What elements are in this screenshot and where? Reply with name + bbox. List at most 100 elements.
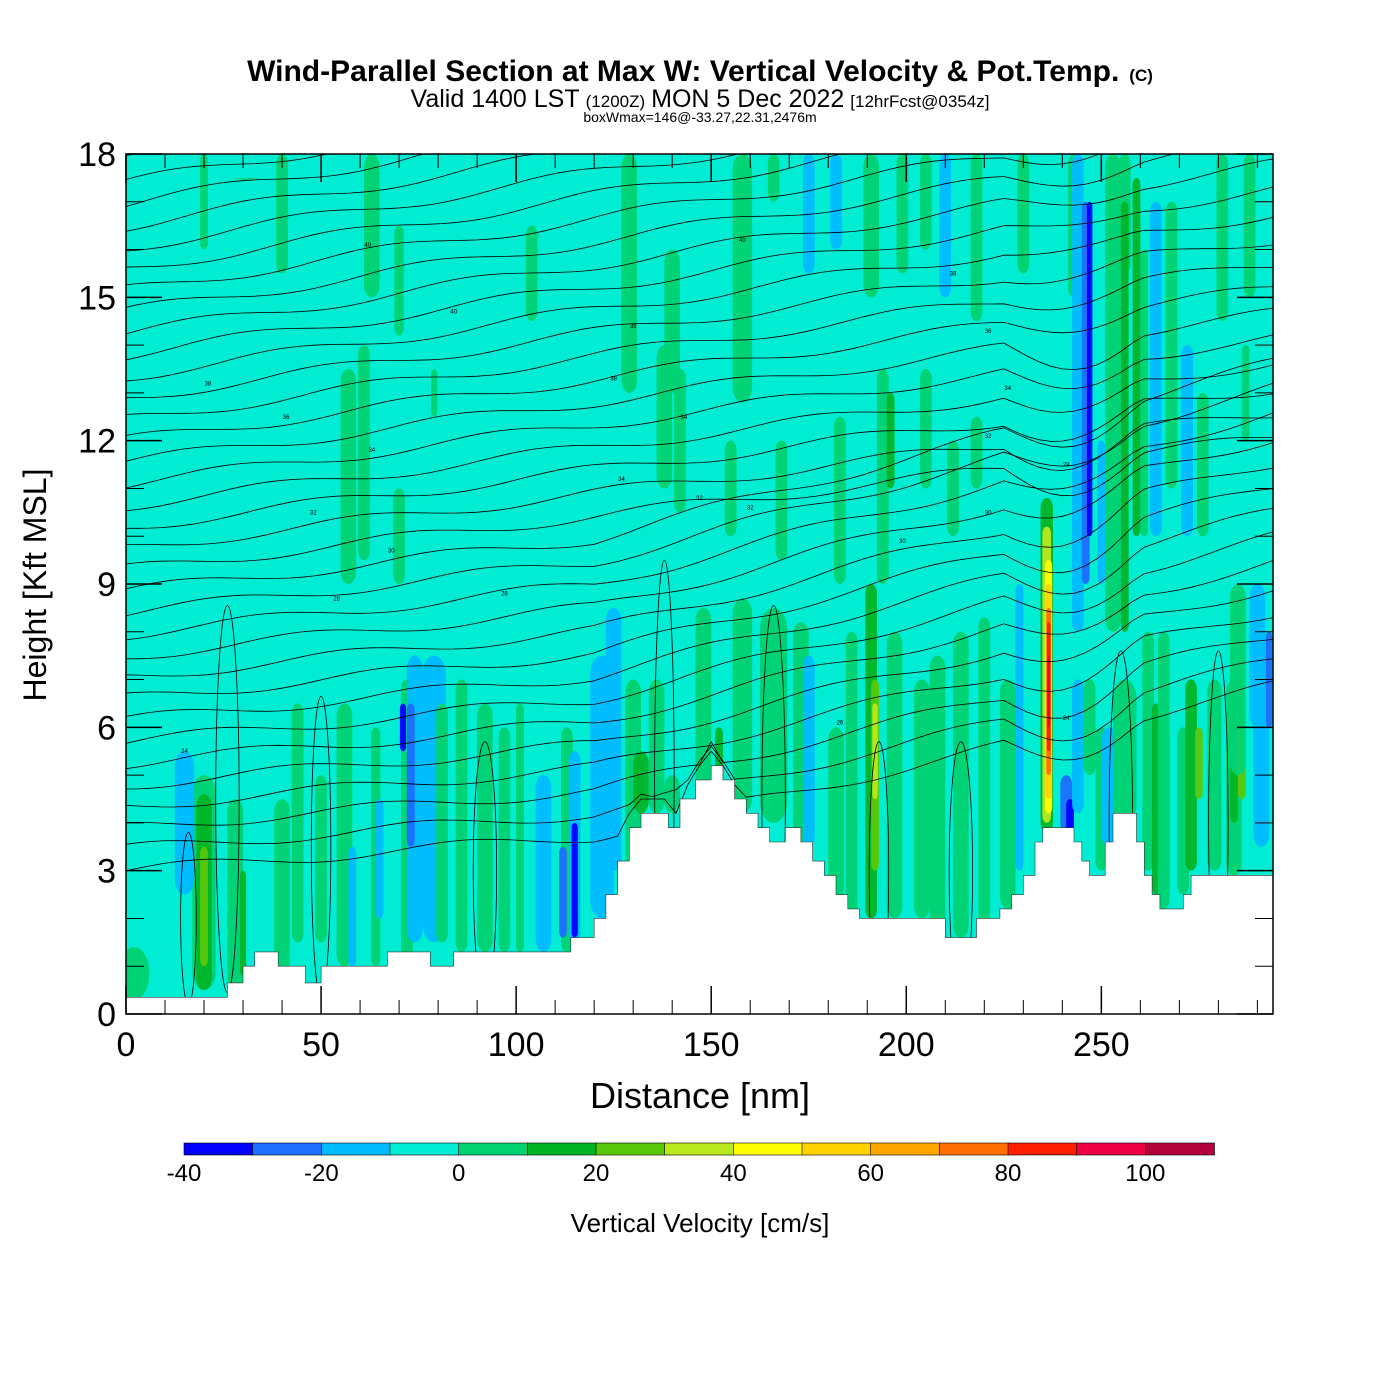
colorbar-swatch [801,1142,872,1156]
x-tick-label: 50 [302,1026,340,1064]
velocity-cell [239,870,247,976]
theta-label: 36 [985,329,992,335]
plot-area: 40 40 40 38 38 38 38 36 36 34 34 34 34 32 32 32 32 30 30 30… [126,154,1273,1014]
colorbar-swatch [664,1142,735,1156]
velocity-cell [1207,679,1222,871]
theta-contour [126,658,1273,845]
theta-label: 40 [739,238,746,244]
theta-contour [126,158,1273,335]
velocity-cell [775,440,788,561]
colorbar-swatch [870,1142,941,1156]
velocity-cell [1086,201,1093,537]
velocity-cell [953,631,969,938]
theta-contour [126,244,1273,399]
velocity-cell [1142,631,1155,871]
theta-label: 28 [501,592,508,598]
theta-label: 38 [950,271,957,277]
theta-contour [126,531,1273,744]
velocity-cell [863,154,879,298]
velocity-cell [914,679,930,919]
velocity-cell [621,154,638,393]
theta-contour [126,357,1273,590]
theta-contour [126,154,739,252]
velocity-cell [1230,584,1246,776]
colorbar-tick-label: 40 [720,1160,747,1187]
velocity-cell [999,679,1016,909]
theta-contour [126,590,1273,790]
theta-label: 34 [368,448,375,454]
theta-label: 34 [1004,386,1011,392]
velocity-cell [886,631,903,919]
velocity-cell [1196,392,1209,537]
velocity-cell [340,369,357,584]
velocity-field [126,154,1273,1000]
velocity-cell [1165,201,1178,489]
velocity-cell [1185,679,1197,871]
theta-labels: 40 40 40 38 38 38 38 36 36 34 34 34 34 32 32 32 32 30 30 30… [181,238,1070,755]
theta-contour [126,417,1273,546]
theta-label: 30 [388,549,395,555]
theta-label: 26 [837,721,844,727]
velocity-cell [393,488,405,584]
theta-contour [126,617,1273,808]
x-axis: 0 50 100 150 200 250 [117,154,1258,1064]
colorbar-swatch [321,1142,391,1156]
theta-label: 38 [610,377,617,383]
velocity-cell [126,947,150,1000]
velocity-cell [633,751,649,814]
velocity-cell [656,345,673,489]
colorbar-tick-label: -40 [167,1160,202,1187]
theta-label: 30 [899,539,906,545]
velocity-cell [1097,440,1106,584]
x-axis-label: Distance [nm] [590,1075,810,1116]
theta-contour [126,412,1273,641]
velocity-cell [1216,154,1229,322]
theta-label: 38 [205,381,212,387]
theta-contour [126,154,539,232]
x-tick-label: 100 [488,1026,545,1064]
velocity-cell [1243,154,1256,298]
colorbar-swatch [252,1142,323,1156]
colorbar-label: Vertical Velocity [cm/s] [571,1208,830,1238]
velocity-cell [535,775,552,952]
velocity-cell [830,154,842,250]
velocity-cell [291,703,304,943]
theta-contour [126,186,1273,361]
y-tick-label: 18 [78,136,116,174]
velocity-cell [970,154,983,322]
theta-contour [126,442,1273,660]
velocity-cell [664,775,680,814]
colorbar-swatch [595,1142,666,1156]
velocity-cell [1181,345,1194,537]
velocity-cell [978,617,991,928]
velocity-cell [802,655,815,847]
theta-label: 30 [985,510,992,516]
theta-contour [126,307,1273,462]
colorbar-tick-label: 80 [995,1160,1022,1187]
y-tick-label: 3 [97,853,116,891]
velocity-cell [1249,584,1266,728]
colorbar-tick-label: -20 [304,1160,339,1187]
theta-label: 24 [1063,716,1070,722]
velocity-cell [648,679,665,814]
y-tick-label: 0 [97,996,116,1034]
theta-label: 28 [333,596,340,602]
velocity-cell [200,154,208,250]
colorbar-swatch [1145,1142,1215,1156]
velocity-cell [896,154,909,274]
velocity-cell [947,440,959,537]
velocity-cell [1157,631,1170,909]
velocity-cell [436,703,448,943]
colorbar-swatch [389,1142,460,1156]
velocity-cell [828,727,844,919]
velocity-cell [516,703,524,952]
velocity-cell [695,607,712,799]
theta-contour [126,334,1273,489]
theta-label: 38 [630,324,637,330]
velocity-cell [394,225,404,336]
velocity-cell [235,177,259,180]
theta-label: 32 [310,510,317,516]
theta-label: 36 [283,415,290,421]
